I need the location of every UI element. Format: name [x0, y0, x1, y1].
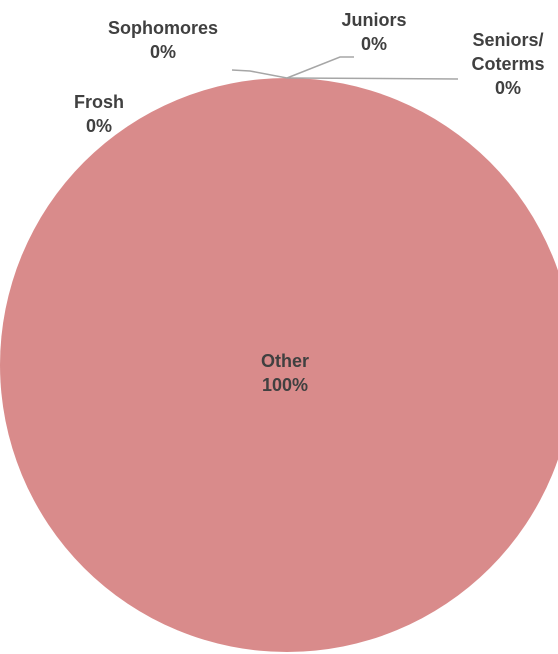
leader-line-seniors-coterms [286, 77, 459, 80]
label-pct-sophomores: 0% [149, 42, 176, 62]
label-pct-frosh: 0% [85, 116, 112, 136]
label-name-other: Other [260, 351, 309, 371]
leader-line-juniors [286, 56, 354, 79]
label-name-coterms: Coterms [471, 54, 545, 74]
data-label-frosh: Frosh 0% [58, 90, 140, 138]
label-pct-seniors-coterms: 0% [494, 78, 521, 98]
data-label-sophomores: Sophomores 0% [88, 16, 238, 64]
label-pct-other: 100% [261, 375, 309, 395]
label-name-juniors: Juniors [341, 10, 407, 30]
data-label-seniors-coterms: Seniors/ Coterms 0% [458, 28, 558, 100]
label-name-sophomores: Sophomores [107, 18, 218, 38]
data-label-juniors: Juniors 0% [326, 8, 422, 56]
leader-line-sophomores [231, 69, 288, 79]
data-label-other: Other 100% [229, 349, 341, 397]
label-name-frosh: Frosh [73, 92, 124, 112]
pie-slice-other [0, 78, 558, 652]
label-pct-juniors: 0% [360, 34, 387, 54]
label-name-seniors: Seniors/ [472, 30, 544, 50]
